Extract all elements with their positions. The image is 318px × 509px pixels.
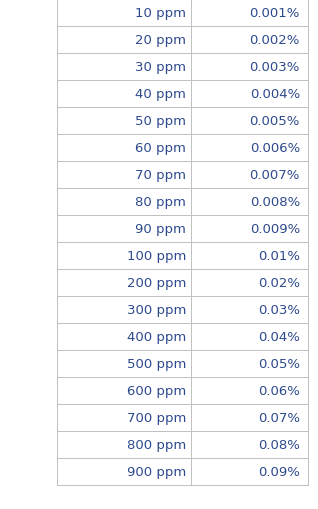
Text: 0.09%: 0.09%: [258, 465, 300, 478]
Text: 800 ppm: 800 ppm: [127, 438, 186, 451]
Text: 0.008%: 0.008%: [250, 195, 300, 209]
Text: 0.007%: 0.007%: [250, 168, 300, 182]
Text: 0.003%: 0.003%: [250, 61, 300, 74]
Text: 0.006%: 0.006%: [250, 142, 300, 155]
Text: 0.002%: 0.002%: [250, 34, 300, 47]
Text: 400 ppm: 400 ppm: [127, 330, 186, 344]
Text: 60 ppm: 60 ppm: [135, 142, 186, 155]
Text: 10 ppm: 10 ppm: [135, 7, 186, 20]
Text: 0.01%: 0.01%: [258, 249, 300, 263]
Text: 0.02%: 0.02%: [258, 276, 300, 290]
Text: 0.05%: 0.05%: [258, 357, 300, 370]
Text: 70 ppm: 70 ppm: [135, 168, 186, 182]
Text: 20 ppm: 20 ppm: [135, 34, 186, 47]
Text: 0.07%: 0.07%: [258, 411, 300, 424]
Text: 0.001%: 0.001%: [250, 7, 300, 20]
Text: 600 ppm: 600 ppm: [127, 384, 186, 397]
Text: 80 ppm: 80 ppm: [135, 195, 186, 209]
Text: 0.03%: 0.03%: [258, 303, 300, 317]
Text: 500 ppm: 500 ppm: [127, 357, 186, 370]
Text: 100 ppm: 100 ppm: [127, 249, 186, 263]
Text: 50 ppm: 50 ppm: [135, 115, 186, 128]
Text: 0.005%: 0.005%: [250, 115, 300, 128]
Text: 0.009%: 0.009%: [250, 222, 300, 236]
Text: 900 ppm: 900 ppm: [127, 465, 186, 478]
Text: 0.08%: 0.08%: [258, 438, 300, 451]
Text: 40 ppm: 40 ppm: [135, 88, 186, 101]
Text: 0.04%: 0.04%: [258, 330, 300, 344]
Text: 0.06%: 0.06%: [258, 384, 300, 397]
Text: 700 ppm: 700 ppm: [127, 411, 186, 424]
Text: 90 ppm: 90 ppm: [135, 222, 186, 236]
Text: 30 ppm: 30 ppm: [135, 61, 186, 74]
Text: 0.004%: 0.004%: [250, 88, 300, 101]
Text: 300 ppm: 300 ppm: [127, 303, 186, 317]
Text: 200 ppm: 200 ppm: [127, 276, 186, 290]
